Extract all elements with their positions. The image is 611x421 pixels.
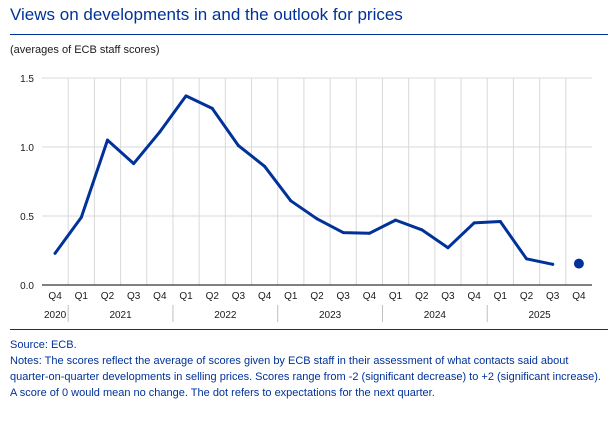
x-tick-label: Q3 (232, 291, 246, 302)
data-point (105, 138, 109, 142)
series-layer (53, 94, 584, 269)
data-point (263, 164, 267, 168)
data-point (498, 220, 502, 224)
data-point (420, 228, 424, 232)
line-chart: 1.5 1.0 0.5 0.0 Q4 Q1 Q2 Q3 Q4 Q1 Q2 Q3 Q4 Q1 Q2 Q3 Q4 Q1… (20, 74, 592, 322)
year-label: 2022 (214, 310, 237, 321)
year-label: 2021 (109, 310, 132, 321)
data-point (315, 217, 319, 221)
data-point (236, 144, 240, 148)
x-tick-label: Q1 (284, 291, 298, 302)
x-tick-label: Q3 (441, 291, 455, 302)
data-point (132, 162, 136, 166)
x-tick-label: Q1 (389, 291, 403, 302)
chart-subtitle: (averages of ECB staff scores) (10, 44, 160, 56)
x-tick-label: Q2 (206, 291, 220, 302)
x-tick-label: Q3 (337, 291, 351, 302)
data-point (394, 218, 398, 222)
data-point (551, 262, 555, 266)
axis-layer (42, 284, 592, 322)
y-tick-label: 0.5 (20, 212, 34, 223)
data-point (341, 231, 345, 235)
x-tick-label: Q2 (310, 291, 324, 302)
data-point (289, 199, 293, 203)
data-point (446, 246, 450, 250)
x-tick-label: Q4 (467, 291, 481, 302)
data-point (184, 94, 188, 98)
x-tick-label: Q1 (494, 291, 508, 302)
y-tick-label: 1.0 (20, 143, 34, 154)
expectation-dot (573, 258, 584, 269)
explanatory-note: Notes: The scores reflect the average of… (10, 355, 601, 399)
data-point (472, 221, 476, 225)
title-rule (10, 34, 608, 35)
x-tick-label: Q4 (258, 291, 272, 302)
data-point (210, 106, 214, 110)
grid-layer (42, 77, 592, 285)
data-point (158, 130, 162, 134)
year-label: 2020 (44, 310, 67, 321)
data-point (79, 215, 83, 219)
notes-block: Source: ECB. Notes: The scores reflect t… (10, 337, 606, 401)
x-tick-label: Q2 (520, 291, 534, 302)
x-tick-label: Q3 (127, 291, 141, 302)
year-label: 2023 (319, 310, 342, 321)
x-tick-label: Q4 (48, 291, 62, 302)
x-tick-label: Q2 (101, 291, 115, 302)
data-point (525, 257, 529, 261)
x-tick-label: Q2 (415, 291, 429, 302)
x-tick-label: Q1 (179, 291, 193, 302)
x-tick-label: Q4 (153, 291, 167, 302)
label-layer: 1.5 1.0 0.5 0.0 Q4 Q1 Q2 Q3 Q4 Q1 Q2 Q3 Q4 Q1 Q2 Q3 Q4 Q1… (20, 74, 586, 321)
data-point (53, 251, 57, 255)
y-tick-label: 0.0 (20, 281, 34, 292)
data-point (367, 231, 371, 235)
chart-title: Views on developments in and the outlook… (10, 5, 403, 24)
x-tick-label: Q1 (75, 291, 89, 302)
x-tick-label: Q4 (363, 291, 377, 302)
x-tick-label: Q3 (546, 291, 560, 302)
year-label: 2024 (424, 310, 447, 321)
y-tick-label: 1.5 (20, 74, 34, 85)
footer-rule (10, 329, 608, 330)
series-line-selling-prices (53, 94, 555, 266)
x-tick-label: Q4 (572, 291, 586, 302)
source-note: Source: ECB. (10, 339, 77, 351)
year-label: 2025 (528, 310, 551, 321)
